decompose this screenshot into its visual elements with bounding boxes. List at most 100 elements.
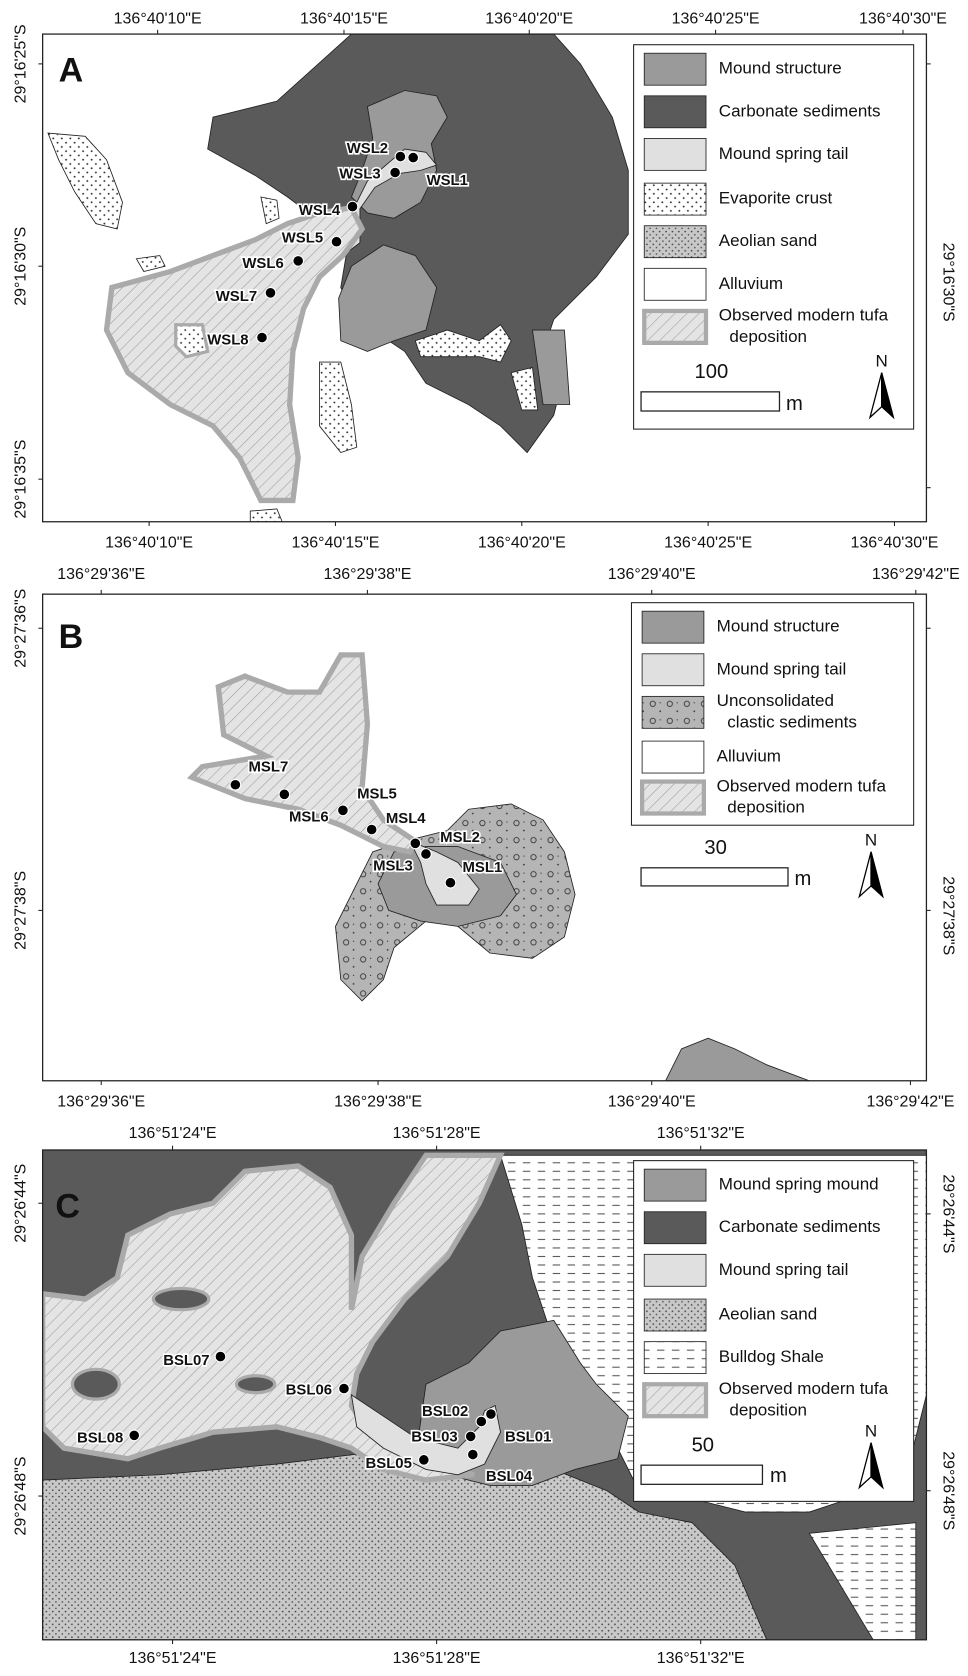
legend-swatch [642, 696, 704, 728]
north-label: N [865, 831, 877, 850]
panel-label: B [59, 618, 84, 656]
north-arrow [859, 852, 871, 897]
legend-label: deposition [729, 1400, 807, 1419]
legend-label: Carbonate sediments [719, 1217, 881, 1236]
legend-label: Alluvium [719, 274, 783, 293]
legend-label: Evaporite crust [719, 189, 833, 208]
legend-label: deposition [727, 798, 805, 817]
left-axis-label: 29°16'25"S [13, 24, 30, 103]
top-axis-label: 136°40'15"E [300, 10, 388, 27]
left-axis-label: 29°27'36"S [13, 589, 30, 668]
legend-label: Mound spring tail [719, 144, 849, 163]
left-axis-label: 29°16'35"S [13, 440, 30, 519]
site-label: BSL08 [77, 1430, 123, 1446]
legend-label: Observed modern tufa [719, 306, 889, 325]
bottom-axis-label: 136°51'28"E [393, 1650, 481, 1667]
top-axis-label: 136°40'25"E [672, 10, 760, 27]
site-label: BSL07 [163, 1353, 209, 1369]
sample-site [257, 332, 268, 343]
sample-site [129, 1430, 140, 1441]
panel-label: C [55, 1188, 80, 1226]
legend-swatch [644, 1254, 706, 1286]
figure: 136°40'10"E 136°40'15"E 136°40'20"E 136°40'… [0, 0, 968, 1676]
legend-swatch [644, 53, 706, 85]
bottom-axis-label: 136°51'32"E [657, 1650, 745, 1667]
sample-site [279, 789, 290, 800]
site-label: MSL3 [373, 859, 413, 875]
bottom-axis-label: 136°29'42"E [866, 1093, 954, 1110]
legend-label: Observed modern tufa [719, 1379, 889, 1398]
legend-swatch [644, 226, 706, 258]
right-axis-label: 29°26'48"S [940, 1451, 957, 1530]
map-a [48, 34, 628, 522]
legend-label: Mound spring tail [719, 1260, 849, 1279]
bottom-axis-label: 136°40'20"E [478, 534, 566, 551]
north-arrow [871, 852, 883, 897]
legend-label: Aeolian sand [719, 231, 817, 250]
legend-swatch [644, 1299, 706, 1331]
bottom-axis-label: 136°40'25"E [664, 534, 752, 551]
legend-label: clastic sediments [727, 713, 857, 732]
legend-swatch [644, 311, 706, 343]
sample-site [421, 849, 432, 860]
legend-label: Mound structure [717, 617, 840, 636]
legend-label: Mound structure [719, 59, 842, 78]
left-axis-label: 29°27'38"S [13, 871, 30, 950]
legend-label: Alluvium [717, 747, 781, 766]
sample-site [445, 877, 456, 888]
top-axis-label: 136°40'30"E [859, 10, 947, 27]
scale-unit: m [786, 393, 803, 415]
north-label: N [865, 1422, 877, 1441]
top-axis-label: 136°51'32"E [657, 1125, 745, 1142]
scale-bar [641, 1465, 762, 1484]
site-label: WSL7 [216, 289, 257, 305]
site-label: BSL01 [505, 1429, 551, 1445]
site-label: MSL1 [463, 860, 503, 876]
sample-site [338, 805, 349, 816]
legend-swatch [642, 741, 704, 773]
scale-unit: m [794, 868, 811, 890]
legend-label: Mound spring mound [719, 1175, 879, 1194]
site-label: WSL3 [339, 167, 380, 183]
legend-swatch [642, 782, 704, 814]
site-label: MSL5 [357, 786, 397, 802]
sample-site [230, 779, 241, 790]
legend-swatch [644, 1384, 706, 1416]
top-axis-label: 136°51'28"E [393, 1125, 481, 1142]
legend-swatch [644, 138, 706, 170]
sample-site [419, 1455, 430, 1466]
legend-label: deposition [729, 327, 807, 346]
sample-site [331, 236, 342, 247]
legend-swatch [642, 611, 704, 643]
top-axis-label: 136°29'40"E [608, 566, 696, 583]
bottom-axis-label: 136°40'15"E [291, 534, 379, 551]
site-label: MSL7 [249, 760, 289, 776]
site-label: BSL05 [366, 1456, 412, 1472]
site-label: WSL2 [347, 141, 388, 157]
legend-swatch [644, 183, 706, 215]
legend-swatch [644, 1342, 706, 1374]
top-axis-label: 136°40'20"E [485, 10, 573, 27]
site-label: MSL2 [440, 830, 480, 846]
scale-value: 100 [694, 361, 728, 383]
site-label: BSL02 [422, 1404, 468, 1420]
bottom-axis-label: 136°51'24"E [129, 1650, 217, 1667]
legend-label: Aeolian sand [719, 1305, 817, 1324]
sample-site [408, 152, 419, 163]
sample-site [265, 287, 276, 298]
sample-site [395, 151, 406, 162]
bottom-axis-label: 136°29'40"E [608, 1093, 696, 1110]
legend-swatch [644, 96, 706, 128]
site-label: WSL5 [282, 230, 323, 246]
top-axis-label: 136°29'36"E [57, 566, 145, 583]
top-axis-label: 136°51'24"E [129, 1125, 217, 1142]
sample-site [390, 167, 401, 178]
site-label: BSL03 [411, 1429, 457, 1445]
top-axis-label: 136°29'38"E [323, 566, 411, 583]
top-axis-label: 136°40'10"E [114, 10, 202, 27]
bottom-axis-label: 136°29'38"E [334, 1093, 422, 1110]
sample-site [476, 1416, 487, 1427]
site-label: MSL6 [289, 810, 329, 826]
panel-label: A [59, 51, 84, 89]
